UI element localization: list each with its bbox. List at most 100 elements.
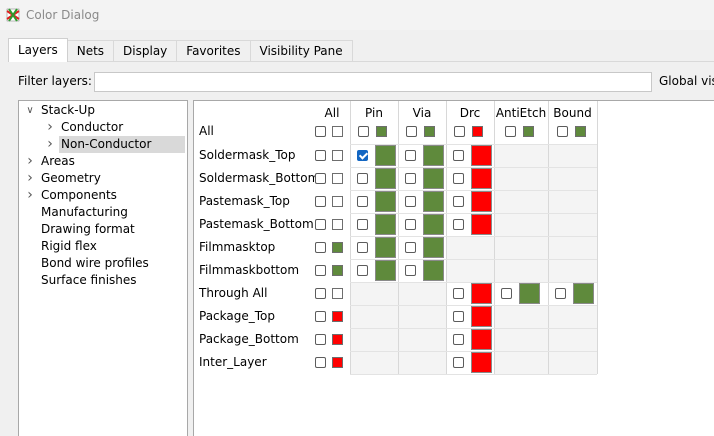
package-bottom-drc-swatch[interactable] <box>471 329 492 350</box>
soldermask-bottom-all-swatch[interactable] <box>332 173 343 184</box>
tab-visibility-pane[interactable]: Visibility Pane <box>249 40 353 62</box>
chevron-down-icon[interactable]: ∨ <box>26 105 34 116</box>
through-all-drc-swatch[interactable] <box>471 283 492 304</box>
pastemask-bottom-pin-checkbox[interactable] <box>357 219 368 230</box>
package-bottom-all-checkbox[interactable] <box>315 334 326 345</box>
pastemask-top-pin-swatch[interactable] <box>375 191 396 212</box>
pastemask-bottom-via-swatch[interactable] <box>423 214 444 235</box>
through-all-bound-swatch[interactable] <box>573 283 594 304</box>
through-all-antietch-swatch[interactable] <box>519 283 540 304</box>
all-row-bound-swatch[interactable] <box>574 126 586 137</box>
pastemask-top-all-swatch[interactable] <box>332 196 343 207</box>
tree-item-stack-up[interactable]: Stack-Up <box>39 102 95 119</box>
pastemask-top-via-checkbox[interactable] <box>405 196 416 207</box>
soldermask-top-all-checkbox[interactable] <box>315 150 326 161</box>
all-row-via-checkbox[interactable] <box>406 126 417 137</box>
tab-layers[interactable]: Layers <box>8 38 68 62</box>
filmmasktop-pin-checkbox[interactable] <box>357 242 368 253</box>
soldermask-top-via-checkbox[interactable] <box>405 150 416 161</box>
chevron-right-icon[interactable]: › <box>47 119 53 135</box>
filmmaskbottom-pin-checkbox[interactable] <box>357 265 368 276</box>
soldermask-top-all-swatch[interactable] <box>332 150 343 161</box>
soldermask-bottom-via-swatch[interactable] <box>423 168 444 189</box>
soldermask-top-pin-swatch[interactable] <box>375 145 396 166</box>
soldermask-bottom-pin-checkbox[interactable] <box>357 173 368 184</box>
filmmasktop-pin-swatch[interactable] <box>375 237 396 258</box>
package-top-drc-swatch[interactable] <box>471 306 492 327</box>
pastemask-top-drc-swatch[interactable] <box>471 191 492 212</box>
soldermask-top-via-swatch[interactable] <box>423 145 444 166</box>
pastemask-bottom-via-checkbox[interactable] <box>405 219 416 230</box>
package-bottom-all-swatch[interactable] <box>332 334 343 345</box>
through-all-bound-checkbox[interactable] <box>555 288 566 299</box>
tree-item-areas[interactable]: Areas <box>39 153 75 170</box>
chevron-right-icon[interactable]: › <box>27 187 33 203</box>
all-row-drc-swatch[interactable] <box>472 126 483 137</box>
tree-item-conductor[interactable]: Conductor <box>59 119 123 136</box>
tree-item-components[interactable]: Components <box>39 187 117 204</box>
tab-display[interactable]: Display <box>113 40 178 62</box>
pastemask-top-drc-checkbox[interactable] <box>453 196 464 207</box>
filmmasktop-all-checkbox[interactable] <box>315 242 326 253</box>
through-all-antietch-checkbox[interactable] <box>501 288 512 299</box>
layer-tree[interactable]: Stack-Up ∨ Conductor › Non-Conductor › Areas › G… <box>18 100 188 436</box>
chevron-right-icon[interactable]: › <box>27 153 33 169</box>
tab-nets[interactable]: Nets <box>66 40 115 62</box>
through-all-drc-checkbox[interactable] <box>453 288 464 299</box>
pastemask-bottom-pin-swatch[interactable] <box>375 214 396 235</box>
package-top-all-checkbox[interactable] <box>315 311 326 322</box>
inter-layer-drc-swatch[interactable] <box>471 352 492 373</box>
chevron-right-icon[interactable]: › <box>47 136 53 152</box>
all-row-drc-checkbox[interactable] <box>454 126 465 137</box>
tree-item-geometry[interactable]: Geometry <box>39 170 101 187</box>
tree-item-surface-finishes[interactable]: Surface finishes <box>39 272 137 289</box>
tree-item-manufacturing[interactable]: Manufacturing <box>39 204 128 221</box>
soldermask-top-drc-swatch[interactable] <box>471 145 492 166</box>
filmmasktop-via-swatch[interactable] <box>423 237 444 258</box>
filmmaskbottom-all-swatch[interactable] <box>332 265 343 276</box>
tab-favorites[interactable]: Favorites <box>176 40 251 62</box>
tree-item-non-conductor[interactable]: Non-Conductor <box>59 136 185 153</box>
chevron-right-icon[interactable]: › <box>27 170 33 186</box>
soldermask-bottom-all-checkbox[interactable] <box>315 173 326 184</box>
all-row-pin-checkbox[interactable] <box>358 126 369 137</box>
soldermask-top-pin-checkbox[interactable] <box>357 150 368 161</box>
pastemask-top-via-swatch[interactable] <box>423 191 444 212</box>
inter-layer-all-checkbox[interactable] <box>315 357 326 368</box>
filmmaskbottom-via-checkbox[interactable] <box>405 265 416 276</box>
inter-layer-all-swatch[interactable] <box>332 357 343 368</box>
tree-item-rigid-flex[interactable]: Rigid flex <box>39 238 97 255</box>
filter-layers-input[interactable] <box>94 72 652 92</box>
tree-item-bond-wire-profiles[interactable]: Bond wire profiles <box>39 255 149 272</box>
soldermask-bottom-drc-swatch[interactable] <box>471 168 492 189</box>
all-row-all-checkbox[interactable] <box>315 126 326 137</box>
filmmasktop-all-swatch[interactable] <box>332 242 343 253</box>
pastemask-bottom-drc-checkbox[interactable] <box>453 219 464 230</box>
all-row-antietch-swatch[interactable] <box>523 126 534 137</box>
package-top-drc-checkbox[interactable] <box>453 311 464 322</box>
package-bottom-drc-checkbox[interactable] <box>453 334 464 345</box>
filmmaskbottom-all-checkbox[interactable] <box>315 265 326 276</box>
all-row-all-swatch[interactable] <box>332 126 343 137</box>
pastemask-bottom-all-swatch[interactable] <box>332 219 343 230</box>
all-row-bound-checkbox[interactable] <box>556 126 568 137</box>
inter-layer-drc-checkbox[interactable] <box>453 357 464 368</box>
all-row-via-swatch[interactable] <box>424 126 435 137</box>
soldermask-bottom-pin-swatch[interactable] <box>375 168 396 189</box>
soldermask-bottom-via-checkbox[interactable] <box>405 173 416 184</box>
through-all-all-checkbox[interactable] <box>315 288 326 299</box>
filmmaskbottom-via-swatch[interactable] <box>423 260 444 281</box>
filmmasktop-via-checkbox[interactable] <box>405 242 416 253</box>
tree-item-drawing-format[interactable]: Drawing format <box>39 221 135 238</box>
pastemask-bottom-drc-swatch[interactable] <box>471 214 492 235</box>
soldermask-bottom-drc-checkbox[interactable] <box>453 173 464 184</box>
pastemask-top-all-checkbox[interactable] <box>315 196 326 207</box>
filmmaskbottom-pin-swatch[interactable] <box>375 260 396 281</box>
package-top-all-swatch[interactable] <box>332 311 343 322</box>
all-row-pin-swatch[interactable] <box>376 126 387 137</box>
all-row-antietch-checkbox[interactable] <box>505 126 516 137</box>
pastemask-top-pin-checkbox[interactable] <box>357 196 368 207</box>
soldermask-top-drc-checkbox[interactable] <box>453 150 464 161</box>
pastemask-bottom-all-checkbox[interactable] <box>315 219 326 230</box>
through-all-all-swatch[interactable] <box>332 288 343 299</box>
